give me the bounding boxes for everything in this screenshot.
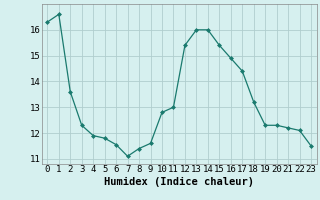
X-axis label: Humidex (Indice chaleur): Humidex (Indice chaleur) xyxy=(104,177,254,187)
